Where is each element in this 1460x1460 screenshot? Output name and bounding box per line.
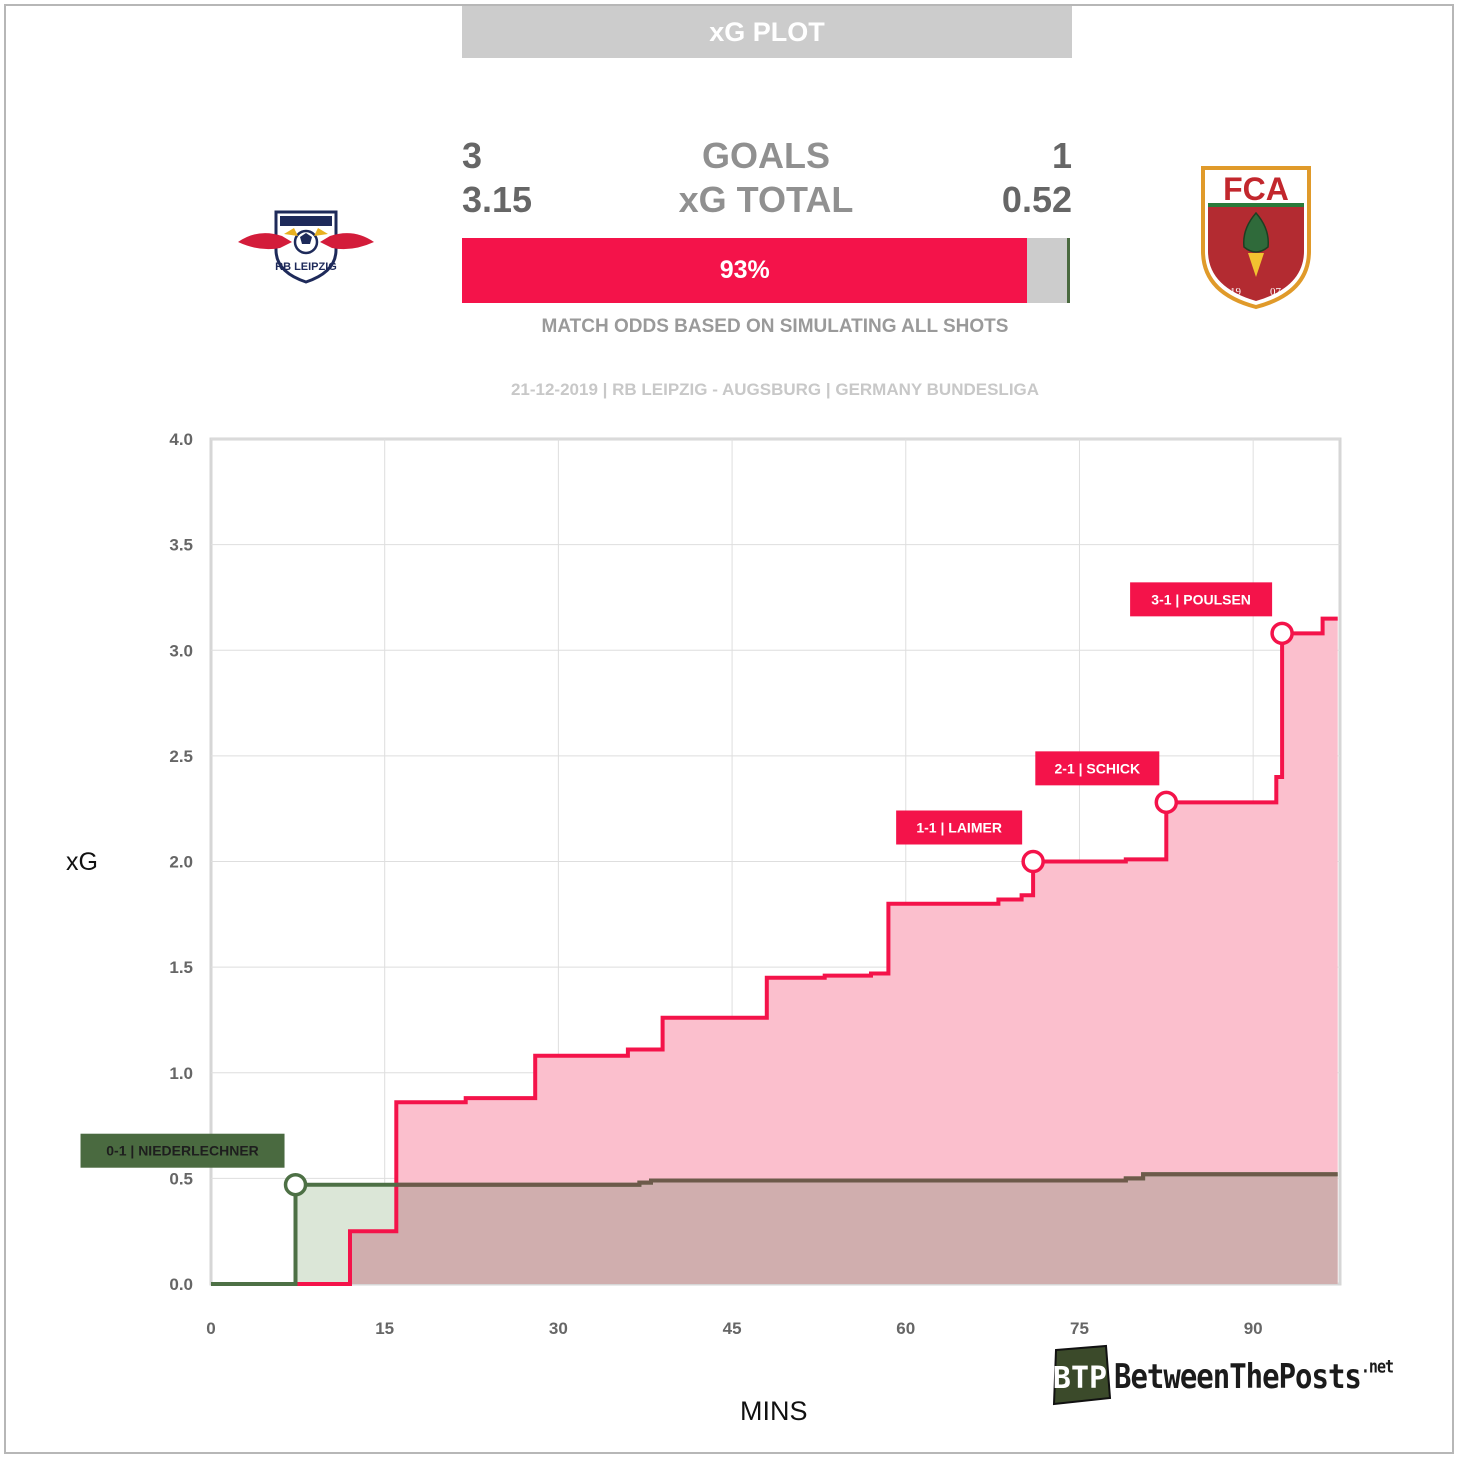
goal-annotation-box [80,1133,285,1168]
goal-marker [1154,790,1179,815]
away-xg-total: 0.52 [1001,179,1072,220]
home-xg-area [211,618,1338,1284]
rb-leipzig-crest-icon: RB LEIPZIG [238,210,374,284]
x-axis-label: MINS [740,1396,808,1426]
x-tick-label: 15 [375,1319,394,1338]
y-tick-label: 1.5 [169,958,193,977]
home-xg-line [211,616,1338,1286]
goal-annotation-label: 1-1 | LAIMER [916,820,1002,836]
y-tick-label: 0.5 [169,1169,193,1188]
x-tick-label: 0 [206,1319,215,1338]
away-goals: 1 [1051,135,1072,176]
chart-annotations: 0-1 | NIEDERLECHNER 1-1 | LAIMER 2-1 | SCH… [80,582,1294,1197]
btp-brand-name: BetweenThePosts.net [1114,1356,1394,1397]
goal-marker [1021,849,1045,874]
home-crest-text: RB LEIPZIG [275,261,337,273]
title-bar: xG PLOT [462,6,1072,58]
y-tick-label: 2.5 [169,747,193,766]
btp-suffix: .net [1360,1356,1394,1378]
away-win-probability-bar [1066,238,1070,303]
goal-annotation-box [1130,582,1273,617]
y-axis-label: xG [66,848,98,876]
goal-marker [1270,621,1294,646]
x-tick-label: 45 [723,1319,742,1338]
goal-annotation-box [1035,751,1160,786]
x-tick-label: 30 [549,1319,568,1338]
x-tick-label: 90 [1244,1319,1263,1338]
home-goals: 3 [462,135,483,176]
fc-augsburg-crest-icon: FCA 19 07 [1201,166,1311,310]
xg-total-label: xG TOTAL [678,179,854,220]
y-tick-label: 3.0 [169,641,193,660]
home-win-probability-label: 93% [719,256,770,284]
page-title: xG PLOT [709,16,825,47]
home-xg-total: 3.15 [462,179,533,220]
y-tick-label: 4.0 [169,430,193,449]
home-win-probability-bar: 93% [462,238,1028,303]
chart-areas [211,618,1338,1284]
btp-name: BetweenThePosts [1114,1356,1362,1397]
x-tick-label: 75 [1070,1319,1089,1338]
chart-lines [211,616,1338,1286]
outer-frame [4,4,1454,1454]
goals-label: GOALS [701,135,830,176]
goal-annotation-box [896,810,1023,845]
goal-annotation-label: 3-1 | POULSEN [1151,591,1251,607]
away-crest-year-right: 07 [1270,286,1282,298]
y-tick-label: 2.0 [169,853,193,872]
btp-mark: BTP [1053,1361,1107,1396]
match-odds-bar: 93% [462,238,1070,303]
goal-annotation-label: 2-1 | SCHICK [1055,760,1141,776]
match-info: 21-12-2019 | RB LEIPZIG - AUGSBURG | GER… [510,380,1040,399]
btp-logo-icon: BTP [1053,1344,1112,1406]
away-crest-text: FCA [1223,171,1289,207]
y-tick-label: 3.5 [169,536,193,555]
goal-marker [283,1172,308,1197]
odds-caption: MATCH ODDS BASED ON SIMULATING ALL SHOTS [541,316,1009,337]
y-tick-label: 1.0 [169,1064,193,1083]
chart-axes: 0.0 0.5 1.0 1.5 2.0 2.5 3.0 3.5 4.0 0 15 30 45 60 75 90 [169,430,1262,1338]
goal-annotation-label: 0-1 | NIEDERLECHNER [106,1143,259,1159]
y-tick-label: 0.0 [169,1275,193,1294]
x-tick-label: 60 [896,1319,915,1338]
away-crest-year-left: 19 [1230,286,1242,298]
